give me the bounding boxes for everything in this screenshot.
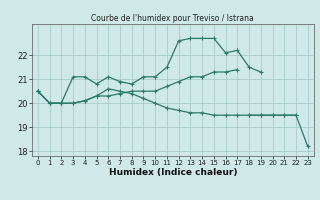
Title: Courbe de l'humidex pour Treviso / Istrana: Courbe de l'humidex pour Treviso / Istra… <box>92 14 254 23</box>
X-axis label: Humidex (Indice chaleur): Humidex (Indice chaleur) <box>108 168 237 177</box>
